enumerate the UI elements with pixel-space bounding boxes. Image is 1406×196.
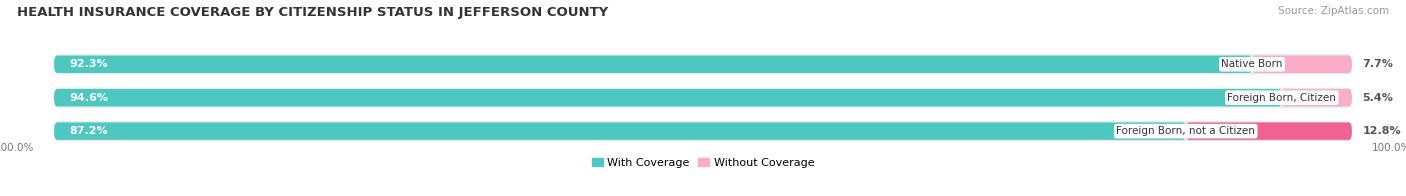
FancyBboxPatch shape (1251, 56, 1353, 73)
Text: 92.3%: 92.3% (70, 59, 108, 69)
FancyBboxPatch shape (53, 121, 1353, 141)
FancyBboxPatch shape (1185, 122, 1353, 140)
Text: 5.4%: 5.4% (1362, 93, 1393, 103)
Text: Native Born: Native Born (1222, 59, 1282, 69)
FancyBboxPatch shape (53, 88, 1353, 108)
Text: 12.8%: 12.8% (1362, 126, 1400, 136)
FancyBboxPatch shape (53, 89, 1282, 106)
FancyBboxPatch shape (53, 56, 1251, 73)
FancyBboxPatch shape (1282, 89, 1353, 106)
Text: 100.0%: 100.0% (1371, 143, 1406, 153)
Legend: With Coverage, Without Coverage: With Coverage, Without Coverage (588, 153, 818, 172)
FancyBboxPatch shape (53, 54, 1353, 74)
Text: Source: ZipAtlas.com: Source: ZipAtlas.com (1278, 6, 1389, 16)
Text: Foreign Born, not a Citizen: Foreign Born, not a Citizen (1116, 126, 1256, 136)
Text: 100.0%: 100.0% (0, 143, 35, 153)
FancyBboxPatch shape (53, 122, 1185, 140)
Text: 87.2%: 87.2% (70, 126, 108, 136)
Text: HEALTH INSURANCE COVERAGE BY CITIZENSHIP STATUS IN JEFFERSON COUNTY: HEALTH INSURANCE COVERAGE BY CITIZENSHIP… (17, 6, 609, 19)
Text: 7.7%: 7.7% (1362, 59, 1393, 69)
Text: 94.6%: 94.6% (70, 93, 108, 103)
Text: Foreign Born, Citizen: Foreign Born, Citizen (1227, 93, 1336, 103)
